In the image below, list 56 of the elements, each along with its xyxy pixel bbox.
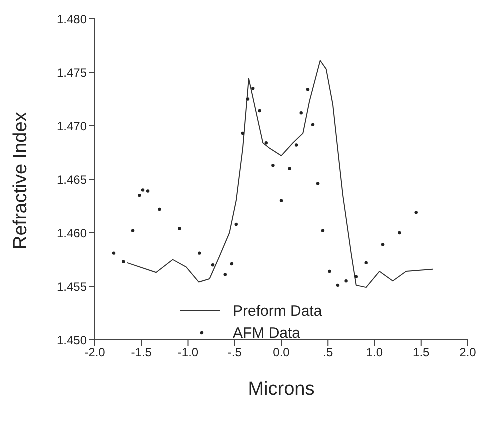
y-tick-label: 1.470 [56,119,88,134]
y-tick-label: 1.460 [56,226,88,240]
x-tick-label: -2.0 [84,346,106,360]
point [294,144,298,147]
point [288,167,292,170]
point [258,109,262,113]
legend-label: AFM Data [233,324,301,342]
point [178,227,182,230]
y-tick-label: 1.480 [56,12,88,26]
point [321,229,325,232]
x-tick-label: 1.5 [413,346,430,360]
point [414,211,418,214]
point [364,261,368,265]
x-tick-label: -1.0 [178,346,199,360]
y-tick-label: 1.475 [56,66,88,80]
point [224,273,227,276]
x-tick-label: 1.0 [366,346,384,360]
point [138,194,142,198]
y-tick-label: 1.455 [56,280,88,294]
point [300,112,303,115]
line-series [126,60,434,288]
point [280,199,284,202]
point [328,270,332,274]
point [354,275,358,278]
y-tick-label: 1.465 [56,172,88,187]
point [131,229,135,232]
x-tick-label: 0.0 [273,346,290,360]
point [234,222,238,226]
point [198,252,202,255]
point [230,262,234,266]
point [316,182,320,186]
point [211,264,215,267]
point [272,164,275,168]
point [398,231,402,235]
point [344,280,348,283]
point [336,284,340,288]
point [264,142,268,145]
point [122,260,126,264]
x-tick-label: -1.5 [131,346,152,360]
x-tick-label: 2.0 [460,346,477,360]
y-tick-label: 1.450 [56,333,88,348]
point [241,132,245,136]
point [306,88,310,92]
point [381,243,385,246]
y-axis-title: Refractive Index [10,112,32,250]
point [158,208,162,212]
point [311,123,315,127]
point [112,252,116,255]
point [252,86,255,90]
point [141,188,145,192]
x-tick-label: .5 [323,346,334,360]
legend-label: Preform Data [233,302,322,320]
x-axis-title: Microns [248,379,315,400]
x-tick-label: -.5 [228,346,242,360]
point [146,190,150,193]
point [246,98,250,101]
